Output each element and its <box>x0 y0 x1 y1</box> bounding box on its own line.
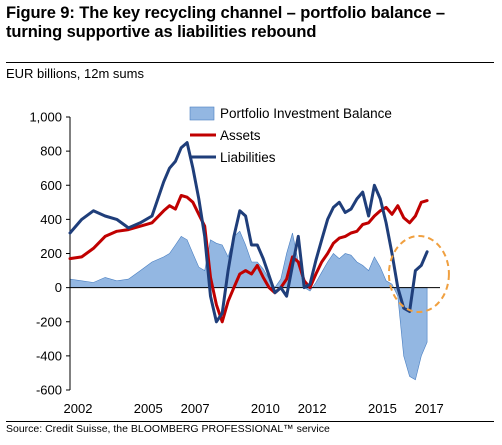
legend: Portfolio Investment Balance Assets Liabil… <box>189 106 392 165</box>
line-series-liabilities <box>68 141 429 324</box>
y-tick-label: -600 <box>36 383 62 398</box>
x-tick-label: 2012 <box>298 401 327 416</box>
x-tick-label: 2010 <box>251 401 280 416</box>
x-tick-label: 2002 <box>64 401 93 416</box>
x-tick-label: 2005 <box>134 401 163 416</box>
legend-label: Assets <box>220 128 261 143</box>
line-series-assets <box>68 194 429 324</box>
chart-subtitle: EUR billions, 12m sums <box>6 66 144 81</box>
y-tick-label: -200 <box>36 314 62 329</box>
area-series-0 <box>69 230 428 381</box>
y-tick-label: 600 <box>40 178 62 193</box>
x-tick-label: 2017 <box>415 401 444 416</box>
y-tick-label: 400 <box>40 212 62 227</box>
annotation-layer <box>387 234 450 313</box>
x-tick-label: 2007 <box>181 401 210 416</box>
highlight-circle <box>387 234 450 313</box>
legend-label: Portfolio Investment Balance <box>220 106 392 121</box>
y-tick-label: 1,000 <box>29 110 62 125</box>
area-series-layer <box>69 230 428 381</box>
x-tick-label: 2015 <box>368 401 397 416</box>
title-divider <box>6 62 494 63</box>
legend-swatch-area <box>189 106 215 121</box>
chart-title: Figure 9: The key recycling channel – po… <box>6 4 446 41</box>
y-tick-label: 0 <box>55 280 62 295</box>
y-tick-label: 800 <box>40 144 62 159</box>
line-series-layer <box>68 141 429 324</box>
legend-label: Liabilities <box>220 150 276 165</box>
footer-divider <box>6 421 494 422</box>
source-note: Source: Credit Suisse, the BLOOMBERG PRO… <box>6 423 330 435</box>
y-tick-label: -400 <box>36 348 62 363</box>
y-tick-label: 200 <box>40 246 62 261</box>
